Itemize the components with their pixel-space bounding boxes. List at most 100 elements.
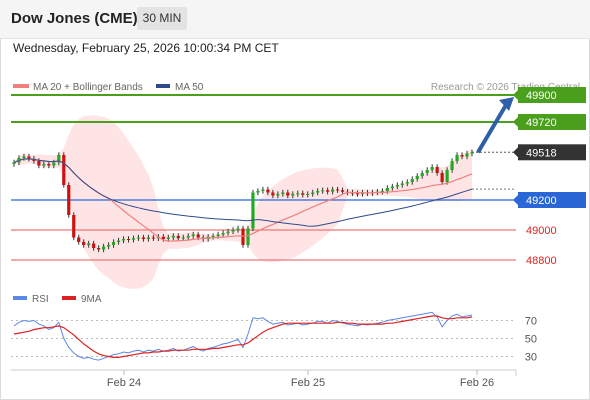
- candle-body: [92, 243, 96, 248]
- candle-body: [231, 230, 235, 232]
- candle-body: [181, 237, 185, 239]
- candle-body: [286, 192, 290, 196]
- candle-body: [236, 228, 240, 230]
- candle-body: [166, 237, 170, 239]
- candle-body: [22, 156, 26, 158]
- candle-body: [102, 246, 106, 250]
- level-label: 48800: [526, 255, 557, 267]
- candle-body: [72, 215, 76, 238]
- candle-body: [186, 236, 190, 238]
- rsi-ma-legend-swatch: [62, 296, 76, 300]
- candle-body: [87, 243, 91, 245]
- candle-body: [37, 161, 41, 166]
- candle-body: [256, 191, 260, 193]
- rsi-tick-label: 50: [525, 334, 537, 346]
- x-tick-label: Feb 24: [107, 377, 141, 389]
- level-label-pointer: [513, 195, 518, 205]
- candle-body: [311, 192, 315, 194]
- instrument-title: Dow Jones (CME): [11, 10, 138, 27]
- candle-body: [470, 152, 474, 154]
- candle-body: [435, 167, 439, 173]
- level-label-box: [518, 114, 586, 130]
- candle-body: [291, 194, 295, 196]
- candle-body: [321, 190, 325, 192]
- candle-body: [450, 161, 454, 170]
- candle-body: [425, 170, 429, 173]
- candle-body: [111, 242, 116, 245]
- candle-body: [445, 170, 449, 182]
- rsi-ma-legend-label: 9MA: [81, 294, 102, 305]
- rsi-ma-line: [13, 315, 473, 358]
- candle-body: [355, 193, 360, 195]
- candle-body: [465, 153, 469, 157]
- candle-body: [246, 228, 250, 245]
- x-tick-label: Feb 25: [291, 377, 325, 389]
- candle-body: [271, 192, 275, 196]
- candle-body: [67, 185, 71, 215]
- candle-body: [226, 231, 230, 233]
- candle-body: [455, 155, 459, 161]
- main-plot: 49900 49720 49518 49200 49000 48800: [11, 87, 586, 289]
- candle-body: [430, 167, 434, 170]
- ma20-legend-swatch: [13, 84, 29, 88]
- candle-body: [196, 234, 200, 238]
- chart-credit: Research © 2026 Trading Central: [431, 82, 580, 93]
- rsi-plot: 70 50 30: [11, 311, 537, 364]
- candle-body: [106, 245, 111, 247]
- x-tick-label: Feb 26: [460, 377, 494, 389]
- candle-body: [301, 193, 305, 195]
- candle-body: [415, 176, 419, 179]
- candle-body: [47, 164, 51, 166]
- candle-body: [131, 238, 136, 240]
- candle-body: [126, 239, 131, 240]
- ma50-legend-label: MA 50: [175, 82, 204, 93]
- candle-body: [460, 155, 464, 157]
- level-label: 49720: [526, 117, 557, 129]
- candle-body: [266, 189, 270, 193]
- candle-body: [405, 182, 409, 184]
- rsi-legend-label: RSI: [32, 294, 49, 305]
- candle-body: [216, 234, 220, 236]
- candle-body: [385, 188, 389, 191]
- rsi-legend-swatch: [13, 296, 27, 300]
- candle-body: [62, 155, 66, 185]
- candle-body: [191, 234, 195, 236]
- level-label-pointer: [513, 90, 518, 100]
- candle-body: [151, 237, 155, 239]
- level-label-box: [518, 87, 586, 103]
- level-label-box: [518, 192, 586, 208]
- candle-body: [281, 192, 285, 194]
- level-label: 49518: [526, 147, 557, 159]
- candle-body: [395, 185, 399, 187]
- candle-body: [331, 189, 335, 192]
- candle-body: [221, 233, 225, 235]
- candle-body: [146, 237, 151, 239]
- candle-body: [296, 193, 300, 195]
- candle-body: [340, 190, 345, 192]
- candle-body: [316, 191, 320, 193]
- candle-body: [141, 237, 146, 239]
- candle-body: [410, 179, 414, 182]
- rsi-legend: RSI 9MA: [13, 294, 102, 305]
- timeframe-button[interactable]: 30 MIN: [137, 7, 187, 30]
- candle-body: [12, 162, 16, 164]
- level-label: 49900: [526, 90, 557, 102]
- candle-body: [261, 189, 265, 191]
- candle-body: [211, 236, 215, 237]
- candle-body: [27, 156, 31, 159]
- level-label-pointer: [513, 117, 518, 127]
- rsi-tick-label: 30: [525, 352, 537, 364]
- level-label-pointer: [513, 147, 518, 158]
- candle-body: [136, 237, 141, 239]
- level-label: 49200: [526, 195, 557, 207]
- candle-body: [326, 190, 330, 192]
- level-label: 49000: [526, 225, 557, 237]
- candle-body: [306, 194, 310, 195]
- candle-body: [176, 236, 180, 239]
- forecast-arrow-head: [499, 97, 514, 111]
- candle-body: [380, 191, 384, 192]
- candle-body: [420, 173, 424, 176]
- candle-body: [251, 192, 255, 229]
- ma50-legend-swatch: [156, 84, 170, 88]
